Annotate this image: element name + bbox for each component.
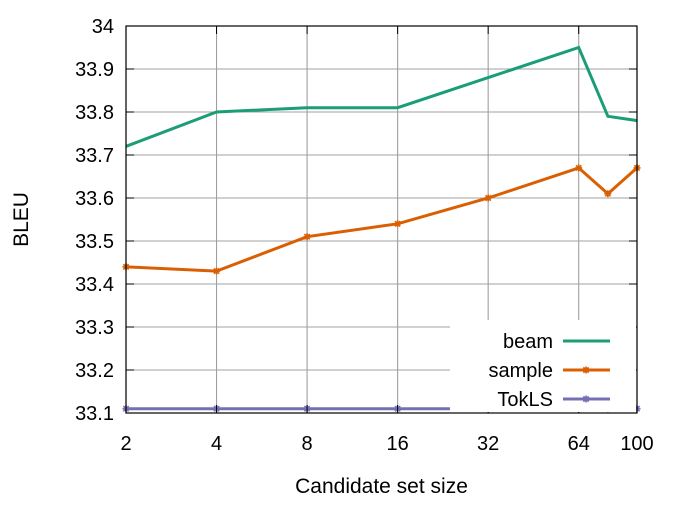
y-tick-label: 33.5: [75, 231, 114, 253]
series-beam: [125, 45, 638, 148]
y-tick-label: 33.7: [75, 145, 114, 167]
y-tick-label: 33.8: [75, 102, 114, 124]
data-point: [582, 395, 590, 403]
data-point: [582, 366, 590, 374]
x-tick-label: 32: [477, 433, 499, 455]
legend-label: beam: [503, 331, 553, 353]
legend-label: TokLS: [497, 389, 553, 411]
x-axis-title: Candidate set size: [295, 475, 468, 498]
series-line: [125, 45, 638, 148]
series-line: [125, 166, 638, 273]
y-tick-label: 33.3: [75, 317, 114, 339]
x-tick-label: 2: [120, 433, 131, 455]
data-point: [604, 190, 612, 198]
x-tick-label: 16: [386, 433, 408, 455]
y-tick-label: 33.4: [75, 274, 114, 296]
data-point: [213, 267, 221, 275]
x-tick-label: 64: [568, 433, 590, 455]
plot-frame: [125, 25, 638, 414]
y-tick-label: 33.2: [75, 360, 114, 382]
series-sample: [122, 164, 641, 275]
x-tick-label: 8: [302, 433, 313, 455]
y-tick-label: 34: [92, 16, 114, 38]
y-tick-label: 33.6: [75, 188, 114, 210]
x-tick-label: 4: [211, 433, 222, 455]
legend-label: sample: [489, 360, 553, 382]
data-point: [575, 164, 583, 172]
y-tick-label: 33.9: [75, 59, 114, 81]
tick-layer: 33.1 33.2 33.3 33.4 33.5 33.6 33.7 33.8 33.9 34 2 4…: [75, 16, 654, 455]
y-axis-title: BLEU: [10, 192, 33, 247]
x-tick-label: 100: [620, 433, 653, 455]
data-point: [484, 194, 492, 202]
legend: beam sample TokLS: [450, 320, 636, 412]
data-point: [303, 233, 311, 241]
y-tick-label: 33.1: [75, 403, 114, 425]
legend-background: [450, 320, 636, 412]
data-point: [394, 220, 402, 228]
